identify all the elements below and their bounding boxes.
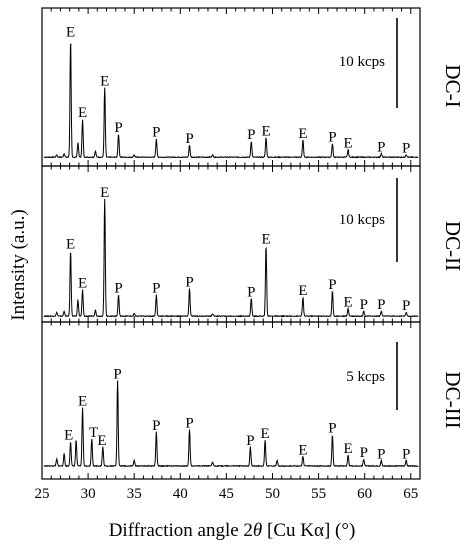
peak-label: P (360, 445, 368, 461)
peak-label: E (78, 394, 87, 410)
peak-label: E (344, 136, 353, 152)
peak-label: P (377, 139, 385, 155)
peak-label: E (100, 185, 109, 201)
x-tick-label: 50 (265, 486, 280, 502)
peak-label: E (64, 428, 73, 444)
scale-bar-label: 10 kcps (339, 212, 385, 228)
scale-bar-label: 5 kcps (346, 369, 385, 385)
peak-label: E (66, 236, 75, 252)
sample-name: DC-III (441, 371, 460, 428)
peak-label: P (402, 298, 410, 314)
peak-label: E (97, 433, 106, 449)
peak-label: P (377, 447, 385, 463)
peak-label: P (152, 418, 160, 434)
peak-label: P (247, 284, 255, 300)
peak-label: P (402, 447, 410, 463)
peak-label: E (100, 73, 109, 89)
x-tick-label: 30 (81, 486, 96, 502)
sample-name: DC-I (441, 64, 460, 107)
peak-label: E (344, 441, 353, 457)
peak-label: P (114, 281, 122, 297)
peak-label: P (185, 274, 193, 290)
peak-label: E (298, 442, 307, 458)
peak-label: P (402, 141, 410, 157)
peak-label: E (344, 294, 353, 310)
x-tick-label: 25 (35, 486, 50, 502)
y-axis-label: Intensity (a.u.) (8, 209, 29, 320)
peak-label: P (377, 297, 385, 313)
x-tick-label: 35 (127, 486, 142, 502)
x-axis-label: Diffraction angle 2θ [Cu Kα] (°) (109, 520, 356, 541)
peak-label: P (328, 277, 336, 293)
peak-label: P (113, 366, 121, 382)
peak-label: P (152, 125, 160, 141)
series-line-dc-ii (43, 198, 419, 318)
peak-label: P (247, 127, 255, 143)
peak-label: P (360, 297, 368, 313)
peak-label: P (328, 130, 336, 146)
panel-frame (41, 7, 421, 167)
peak-label: P (185, 131, 193, 147)
x-tick-label: 60 (357, 486, 372, 502)
x-tick-label: 65 (403, 486, 418, 502)
peak-label: P (152, 281, 160, 297)
series-line-dc-i (43, 43, 419, 159)
x-tick-label: 55 (311, 486, 326, 502)
scale-bar-label: 10 kcps (339, 54, 385, 70)
peak-label: P (114, 120, 122, 136)
peak-label: E (78, 105, 87, 121)
peak-label: E (261, 426, 270, 442)
x-axis: 25 30 35 40 45 50 55 60 65 (35, 486, 419, 502)
peak-label: P (328, 421, 336, 437)
peak-label: E (66, 25, 75, 41)
x-tick-label: 45 (219, 486, 234, 502)
sample-name: DC-II (441, 221, 460, 271)
peak-label: E (78, 276, 87, 292)
peak-label: P (246, 433, 254, 449)
peak-label: P (185, 415, 193, 431)
peak-label: T (89, 425, 98, 441)
peak-label: E (261, 231, 270, 247)
panel-frame (41, 321, 421, 480)
peak-label: E (298, 283, 307, 299)
peak-label: E (298, 126, 307, 142)
x-tick-label: 40 (173, 486, 188, 502)
peak-label: E (261, 123, 270, 139)
series-line-dc-iii (43, 380, 419, 468)
